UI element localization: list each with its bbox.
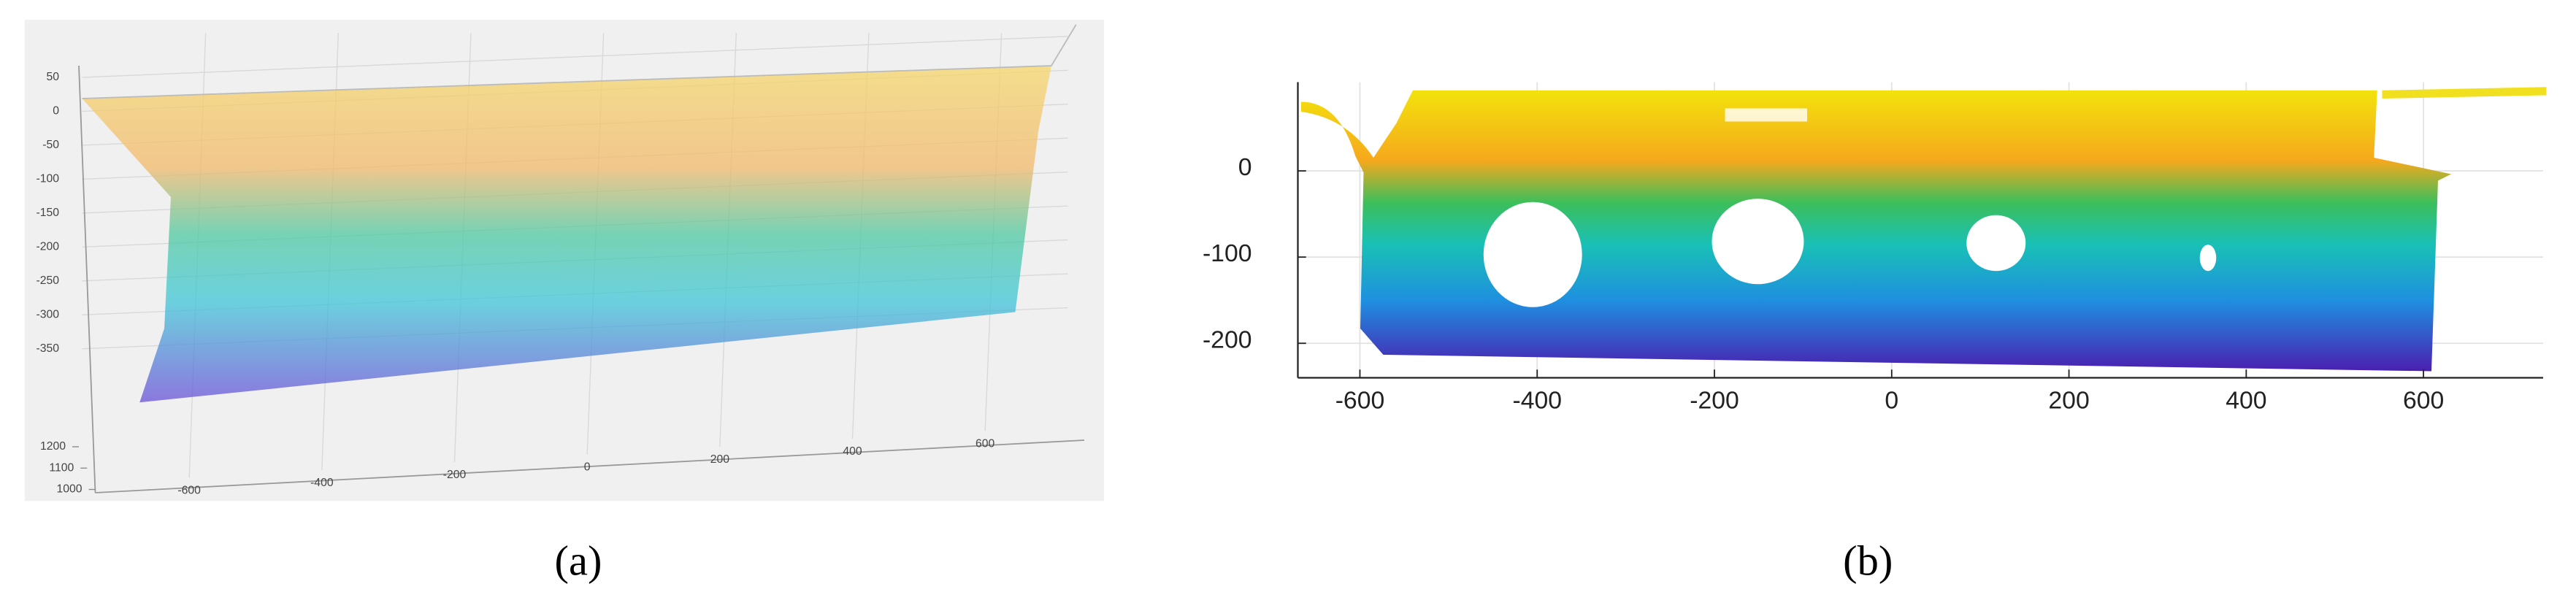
x-tick-label: -400 bbox=[1512, 387, 1562, 415]
y-tick-label: 1200 bbox=[40, 440, 66, 453]
y-tick-label: -200 bbox=[1203, 326, 1252, 353]
x-tick-label: 0 bbox=[1885, 387, 1898, 415]
z-tick-label: -100 bbox=[36, 173, 59, 185]
x-tick-label: 200 bbox=[710, 453, 730, 466]
y-tick-label: 1100 bbox=[49, 461, 74, 474]
point-cloud-a bbox=[82, 66, 1051, 403]
gap bbox=[1725, 108, 1807, 122]
hole bbox=[2199, 245, 2217, 272]
x-tick-label: -600 bbox=[1335, 387, 1385, 415]
x-tick-label: -200 bbox=[1690, 387, 1739, 415]
hole bbox=[1966, 215, 2026, 272]
x-tick-label: -400 bbox=[310, 477, 334, 489]
x-tick-label: 400 bbox=[843, 445, 862, 458]
x-tick-label: -200 bbox=[443, 469, 467, 481]
box-edge bbox=[78, 65, 96, 493]
hole bbox=[1483, 201, 1582, 307]
x-tick-label: 200 bbox=[2048, 387, 2089, 415]
grid-line bbox=[82, 36, 1068, 78]
z-tick-label: 0 bbox=[53, 105, 59, 118]
y-tick-label: 0 bbox=[1238, 153, 1252, 181]
box-edge bbox=[95, 439, 1085, 493]
x-tick-label: 400 bbox=[2226, 387, 2266, 415]
x-tick-label: 600 bbox=[975, 437, 995, 450]
z-tick-label: -300 bbox=[36, 308, 59, 320]
panel-label: (b) bbox=[1843, 537, 1893, 585]
z-tick-label: -50 bbox=[42, 139, 59, 151]
z-tick-label: -200 bbox=[36, 241, 59, 253]
z-tick-label: -350 bbox=[36, 342, 59, 355]
point-cloud-b-fragment bbox=[2382, 87, 2547, 99]
y-tick-label: 1000 bbox=[56, 483, 82, 496]
point-cloud-b bbox=[1301, 90, 2451, 372]
x-tick-label: 0 bbox=[584, 461, 591, 473]
x-tick-label: 600 bbox=[2403, 387, 2444, 415]
hole bbox=[1711, 199, 1804, 285]
y-tick-label: -100 bbox=[1203, 239, 1252, 267]
x-tick-label: -600 bbox=[177, 484, 201, 496]
z-tick-label: -150 bbox=[36, 207, 59, 219]
z-tick-label: 50 bbox=[46, 71, 59, 83]
panel-label: (a) bbox=[555, 537, 602, 585]
figure-content: (a) (b) 50 0 -50 -100 -150 -200 -250 -300 -350 -6… bbox=[24, 20, 2547, 585]
box-edge bbox=[82, 24, 1077, 99]
z-tick-label: -250 bbox=[36, 274, 59, 287]
